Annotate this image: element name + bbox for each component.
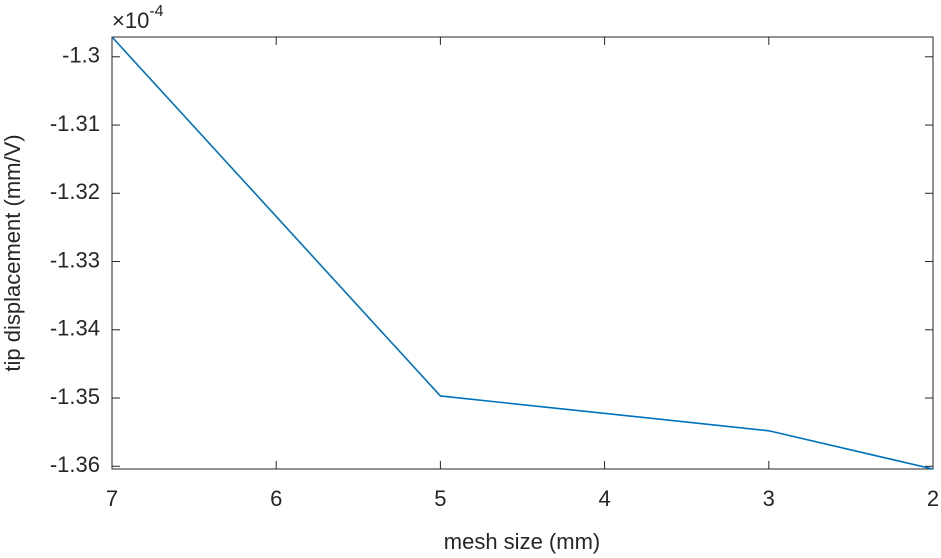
y-tick-label: -1.33 (50, 247, 100, 272)
x-tick-label: 6 (270, 486, 282, 511)
multiplier-exponent: -4 (149, 3, 163, 20)
x-tick-label: 5 (434, 486, 446, 511)
multiplier-base: ×10 (112, 8, 149, 33)
y-tick-label: -1.35 (50, 384, 100, 409)
y-tick-label: -1.34 (50, 316, 100, 341)
y-tick-label: -1.31 (50, 111, 100, 136)
y-tick-label: -1.32 (50, 179, 100, 204)
x-tick-label: 3 (763, 486, 775, 511)
x-tick-label: 7 (106, 486, 118, 511)
x-tick-label: 4 (598, 486, 610, 511)
y-axis-label: tip displacement (mm/V) (0, 134, 25, 371)
y-tick-label: -1.36 (50, 452, 100, 477)
x-tick-label: 2 (927, 486, 939, 511)
y-tick-label: -1.3 (62, 43, 100, 68)
y-multiplier: ×10-4 (112, 3, 164, 33)
x-axis-label: mesh size (mm) (444, 529, 600, 554)
plot-frame (111, 36, 934, 470)
data-line (111, 36, 934, 470)
